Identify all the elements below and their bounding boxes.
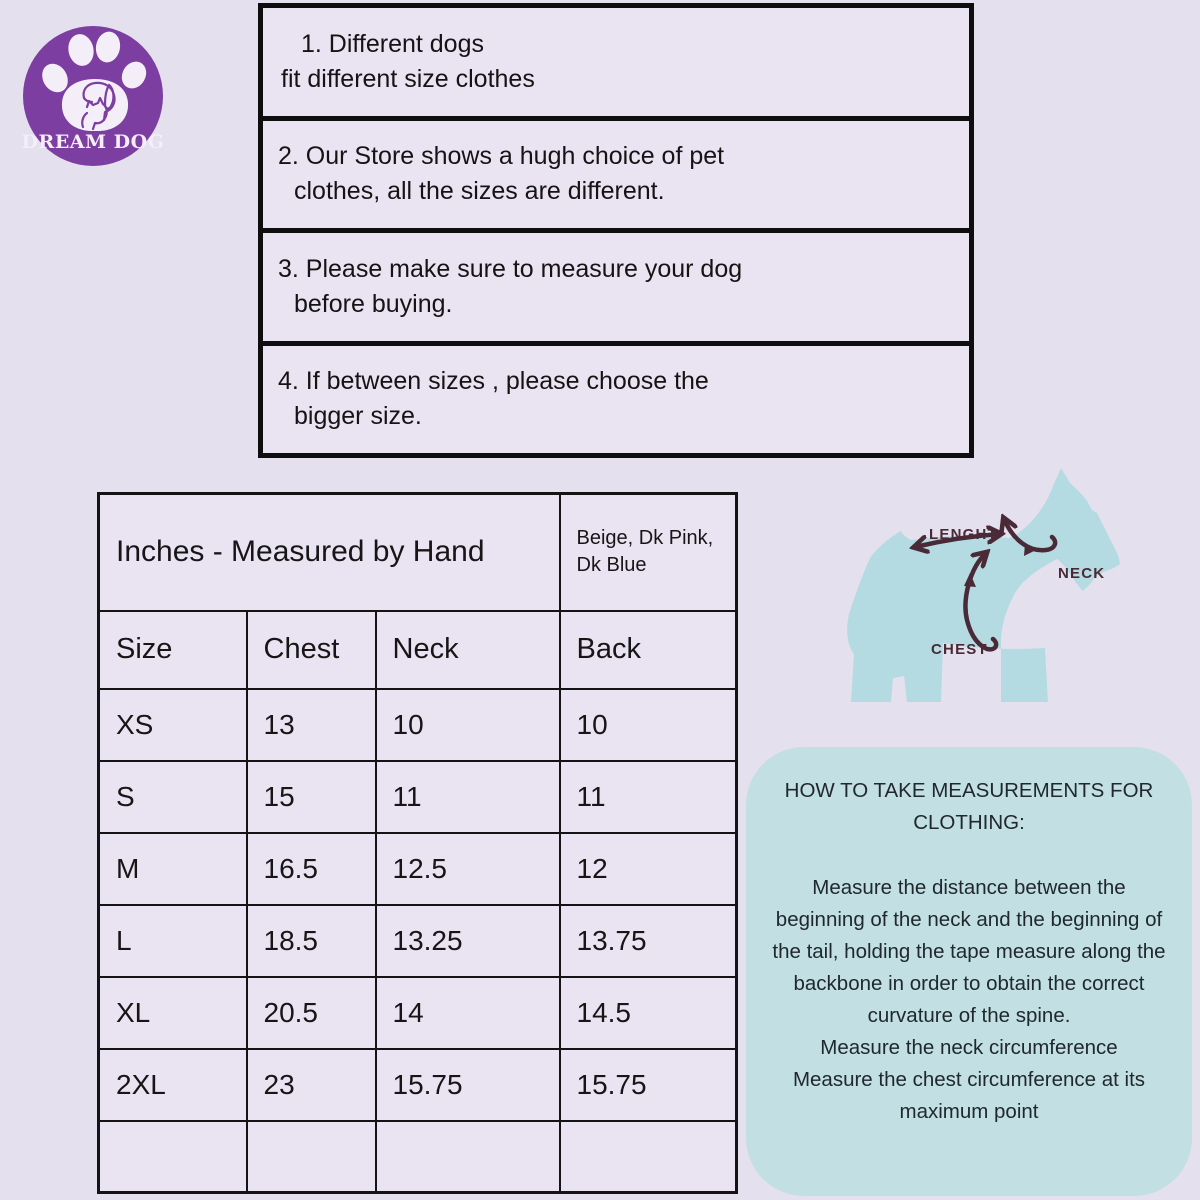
note-row-1: 1. Different dogs fit different size clo… bbox=[263, 8, 969, 116]
cell-back: 13.75 bbox=[558, 903, 738, 978]
instruction-neck: Measure the neck circumference bbox=[820, 1036, 1118, 1059]
note-row-4: 4. If between sizes , please choose the … bbox=[263, 340, 969, 454]
cell-chest: 20.5 bbox=[245, 975, 377, 1050]
cell-chest: 15 bbox=[245, 759, 377, 834]
note-line: 4. If between sizes , please choose the bbox=[278, 367, 709, 396]
size-table-title-row: Inches - Measured by Hand Beige, Dk Pink… bbox=[97, 492, 738, 612]
table-row: S 15 11 11 bbox=[97, 759, 738, 834]
chest-label: CHEST bbox=[931, 641, 988, 658]
cell-back: 11 bbox=[558, 759, 738, 834]
cell-back: 14.5 bbox=[558, 975, 738, 1050]
cell-size: S bbox=[97, 759, 248, 834]
dog-cat-lineart-icon bbox=[81, 81, 116, 131]
col-header-back: Back bbox=[558, 609, 738, 690]
note-line: 2. Our Store shows a hugh choice of pet bbox=[278, 142, 725, 171]
note-line: fit different size clothes bbox=[281, 64, 535, 93]
measurement-box: HOW TO TAKE MEASUREMENTS FOR CLOTHING: M… bbox=[746, 747, 1192, 1196]
measurements-title: HOW TO TAKE MEASUREMENTS FOR CLOTHING: bbox=[784, 779, 1154, 834]
dog-measurement-diagram: LENGHT NECK CHEST bbox=[847, 468, 1120, 702]
neck-arrow bbox=[1004, 519, 1058, 553]
cell-neck: 12.5 bbox=[374, 831, 561, 906]
cell-size: M bbox=[97, 831, 248, 906]
note-row-3: 3. Please make sure to measure your dog … bbox=[263, 228, 969, 341]
cell-back: 10 bbox=[558, 687, 738, 762]
cell-chest: 16.5 bbox=[245, 831, 377, 906]
cell-size: XL bbox=[97, 975, 248, 1050]
cell-size: XS bbox=[97, 687, 248, 762]
brand-name: DREAM DOG bbox=[22, 131, 165, 153]
table-empty-row bbox=[97, 1119, 738, 1194]
cell-neck: 14 bbox=[374, 975, 561, 1050]
measurements-instructions: Measure the distance between the beginni… bbox=[770, 872, 1168, 1128]
cell-chest: 13 bbox=[245, 687, 377, 762]
note-line: bigger size. bbox=[294, 402, 422, 431]
size-table: Inches - Measured by Hand Beige, Dk Pink… bbox=[97, 492, 738, 1194]
note-line: 3. Please make sure to measure your dog bbox=[278, 254, 743, 283]
cell-chest: 18.5 bbox=[245, 903, 377, 978]
table-row: M 16.5 12.5 12 bbox=[97, 831, 738, 906]
cell-back: 12 bbox=[558, 831, 738, 906]
size-table-colors-note: Beige, Dk Pink, Dk Blue bbox=[558, 492, 738, 612]
dog-silhouette bbox=[847, 468, 1120, 702]
dream-dog-logo: DREAM DOG bbox=[22, 26, 165, 166]
note-line: before buying. bbox=[294, 289, 453, 318]
length-label: LENGHT bbox=[929, 526, 998, 543]
table-row: XS 13 10 10 bbox=[97, 687, 738, 762]
notes-table: 1. Different dogs fit different size clo… bbox=[258, 3, 974, 458]
col-header-size: Size bbox=[97, 609, 248, 690]
instruction-length: Measure the distance between the beginni… bbox=[772, 876, 1166, 1027]
note-line: clothes, all the sizes are different. bbox=[294, 177, 665, 206]
instruction-chest: Measure the chest circumference at its m… bbox=[792, 1068, 1146, 1123]
cell-size: L bbox=[97, 903, 248, 978]
neck-arrow-mid-head bbox=[1024, 543, 1036, 556]
cell-chest: 23 bbox=[245, 1047, 377, 1122]
col-header-chest: Chest bbox=[245, 609, 377, 690]
length-arrow bbox=[915, 534, 1000, 547]
neck-label: NECK bbox=[1058, 565, 1105, 582]
cell-size: 2XL bbox=[97, 1047, 248, 1122]
table-row: XL 20.5 14 14.5 bbox=[97, 975, 738, 1050]
cell-neck: 15.75 bbox=[374, 1047, 561, 1122]
size-table-header-row: Size Chest Neck Back bbox=[97, 609, 738, 690]
cell-neck: 11 bbox=[374, 759, 561, 834]
table-row: L 18.5 13.25 13.75 bbox=[97, 903, 738, 978]
note-row-2: 2. Our Store shows a hugh choice of pet … bbox=[263, 115, 969, 229]
table-row: 2XL 23 15.75 15.75 bbox=[97, 1047, 738, 1122]
cell-neck: 13.25 bbox=[374, 903, 561, 978]
mid-arrowheads bbox=[964, 543, 1036, 587]
cell-neck: 10 bbox=[374, 687, 561, 762]
size-table-title: Inches - Measured by Hand bbox=[97, 492, 561, 612]
cell-back: 15.75 bbox=[558, 1047, 738, 1122]
col-header-neck: Neck bbox=[374, 609, 561, 690]
chest-arrow-mid-head bbox=[964, 573, 976, 587]
note-line: 1. Different dogs bbox=[301, 29, 484, 58]
